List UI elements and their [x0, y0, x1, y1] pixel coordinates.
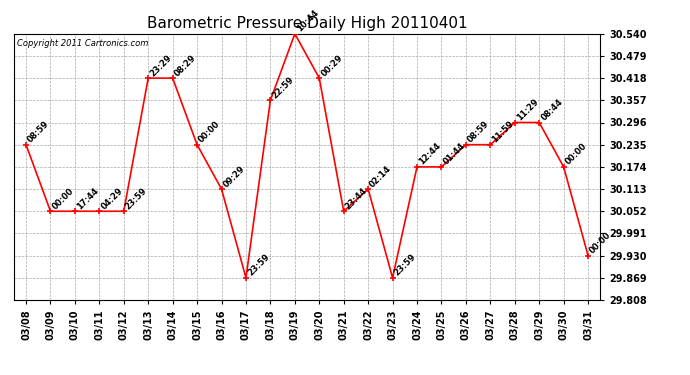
Text: 00:00: 00:00	[588, 231, 613, 256]
Text: 08:29: 08:29	[172, 53, 198, 78]
Text: 10:44: 10:44	[295, 9, 320, 34]
Text: 01:44: 01:44	[442, 142, 466, 167]
Text: 11:29: 11:29	[515, 97, 540, 123]
Text: 23:59: 23:59	[246, 253, 271, 278]
Text: 11:59: 11:59	[491, 119, 515, 145]
Text: 04:29: 04:29	[99, 186, 124, 211]
Text: 00:00: 00:00	[50, 186, 75, 211]
Text: 23:59: 23:59	[124, 186, 149, 211]
Title: Barometric Pressure Daily High 20110401: Barometric Pressure Daily High 20110401	[147, 16, 467, 31]
Text: 00:00: 00:00	[197, 120, 222, 145]
Text: 23:29: 23:29	[148, 53, 173, 78]
Text: 09:29: 09:29	[221, 164, 246, 189]
Text: 08:59: 08:59	[466, 120, 491, 145]
Text: 23:44: 23:44	[344, 186, 369, 211]
Text: Copyright 2011 Cartronics.com: Copyright 2011 Cartronics.com	[17, 39, 148, 48]
Text: 00:29: 00:29	[319, 53, 344, 78]
Text: 17:44: 17:44	[75, 186, 100, 211]
Text: 02:14: 02:14	[368, 164, 393, 189]
Text: 23:59: 23:59	[393, 253, 417, 278]
Text: 08:59: 08:59	[26, 120, 51, 145]
Text: 08:44: 08:44	[539, 97, 564, 123]
Text: 22:59: 22:59	[270, 75, 296, 100]
Text: 12:44: 12:44	[417, 141, 442, 167]
Text: 00:00: 00:00	[564, 142, 589, 167]
